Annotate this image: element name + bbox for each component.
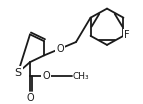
Text: CH₃: CH₃: [73, 72, 90, 81]
Text: F: F: [124, 30, 130, 40]
Text: O: O: [56, 44, 64, 54]
Text: O: O: [42, 71, 50, 81]
Text: S: S: [14, 68, 22, 78]
Text: O: O: [26, 93, 34, 103]
